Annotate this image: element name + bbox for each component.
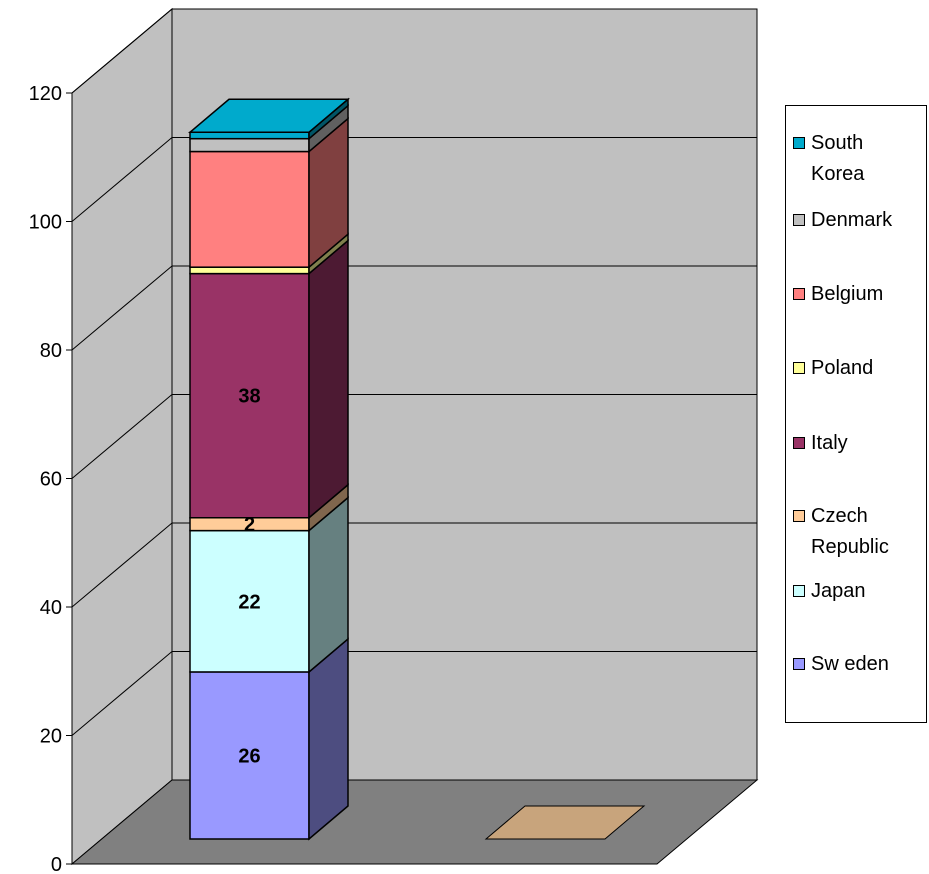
bars [187,97,646,841]
legend-swatch [793,137,805,149]
bar-segment-front [189,150,310,268]
legend-swatch [793,362,805,374]
bar-segment-front [189,272,310,519]
bar-segment-front [189,671,310,840]
legend-item: Sw eden [793,649,927,680]
bar-segment-front [189,137,310,153]
legend-swatch [793,437,805,449]
data-label: 26 [238,745,260,767]
bar-segment-front [189,266,310,275]
y-tick-label: 100 [29,212,62,234]
bar-top-face [187,98,351,133]
bar-segment-front [189,131,310,140]
y-tick-label: 120 [29,83,62,105]
legend-swatch [793,510,805,522]
bar-segment-side [308,238,349,520]
y-tick-label: 20 [40,726,62,748]
bar-segment-front [189,529,310,673]
legend-label: South Korea [811,132,865,185]
legend-label: Denmark [811,209,893,231]
gridline-side [71,651,173,736]
data-label: 38 [238,386,260,408]
y-tick-label: 0 [51,854,62,874]
y-axis: 0 20 40 60 80 100 120 [29,83,73,874]
y-tick-label: 80 [40,340,62,362]
legend-item: Belgium [793,279,927,310]
gridline-side [71,394,173,479]
data-label: 2 [244,514,255,536]
legend-label: Italy [811,432,848,454]
floor [70,779,759,865]
gridline-side [71,8,173,94]
gridline-side [71,265,173,351]
bar-empty-top [484,805,646,840]
gridline-side [71,522,173,608]
legend-label: Belgium [811,283,884,305]
legend-item: Italy [793,428,927,459]
legend-item: Poland [793,353,927,384]
legend-swatch [793,585,805,597]
legend-label: Japan [811,580,866,602]
gridline-side [71,137,173,222]
legend-item: Czech Republic [793,501,927,563]
y-tick-label: 60 [40,469,62,491]
bar-segment-side [308,637,349,841]
legend-label: Poland [811,357,874,379]
legend-item: Denmark [793,205,927,236]
legend-swatch [793,658,805,670]
legend-item: Japan [793,576,927,607]
legend-label: Czech Republic [811,505,889,558]
legend-swatch [793,214,805,226]
y-tick-label: 40 [40,597,62,619]
legend: South Korea Denmark Belgium Poland Italy… [785,105,927,723]
legend-label: Sw eden [811,653,889,675]
data-label: 22 [238,591,260,613]
legend-swatch [793,288,805,300]
legend-item: South Korea [793,128,927,190]
